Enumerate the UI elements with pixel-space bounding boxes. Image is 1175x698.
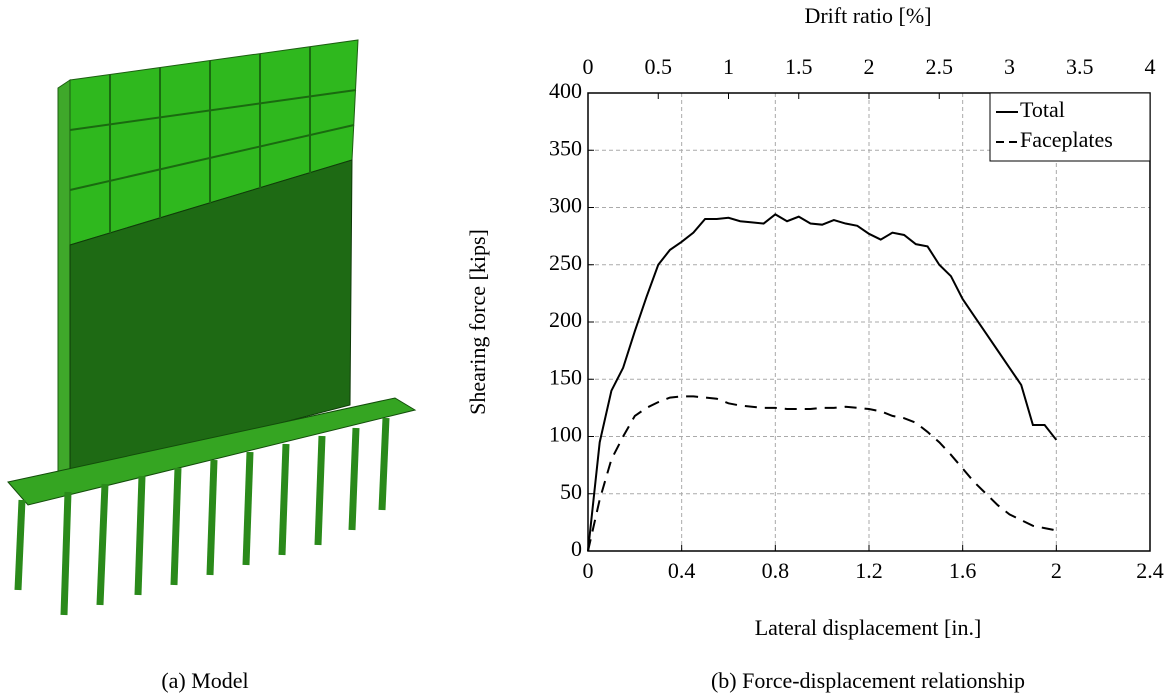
y-tick-label: 300: [549, 193, 582, 218]
x-axis-title: Lateral displacement [in.]: [755, 615, 982, 640]
x-tick-label: 1.2: [855, 558, 883, 583]
y-tick-label: 250: [549, 250, 582, 275]
x-tick-label: 0.4: [668, 558, 696, 583]
legend-label: Faceplates: [1020, 127, 1113, 152]
y-tick-label: 350: [549, 135, 582, 160]
x-tick-label: 0.8: [762, 558, 790, 583]
y-tick-label: 50: [560, 479, 582, 504]
caption: (a) Model: [161, 668, 248, 693]
y-axis-title: Shearing force [kips]: [465, 229, 490, 415]
x2-tick-label: 4: [1145, 54, 1156, 79]
y-tick-label: 400: [549, 78, 582, 103]
wall-side: [58, 80, 70, 484]
x2-tick-label: 1.5: [785, 54, 813, 79]
x-tick-label: 1.6: [949, 558, 977, 583]
x2-tick-label: 0.5: [645, 54, 673, 79]
y-tick-label: 100: [549, 422, 582, 447]
figure: (a) Model (b) Force-displacement relatio…: [0, 0, 1175, 698]
y-tick-label: 200: [549, 307, 582, 332]
x2-tick-label: 1: [723, 54, 734, 79]
x-tick-label: 2.4: [1136, 558, 1164, 583]
x2-tick-label: 3.5: [1066, 54, 1094, 79]
x-tick-label: 2: [1051, 558, 1062, 583]
x2-tick-label: 2.5: [926, 54, 954, 79]
x2-tick-label: 2: [864, 54, 875, 79]
x2-tick-label: 3: [1004, 54, 1015, 79]
legend-label: Total: [1020, 97, 1065, 122]
x2-tick-label: 0: [583, 54, 594, 79]
caption: (b) Force-displacement relationship: [711, 668, 1025, 693]
y-tick-label: 150: [549, 364, 582, 389]
x-tick-label: 0: [583, 558, 594, 583]
x2-axis-title: Drift ratio [%]: [804, 3, 931, 28]
model-drawing: [8, 40, 415, 615]
line-series: [588, 396, 1056, 551]
y-tick-label: 0: [571, 536, 582, 561]
